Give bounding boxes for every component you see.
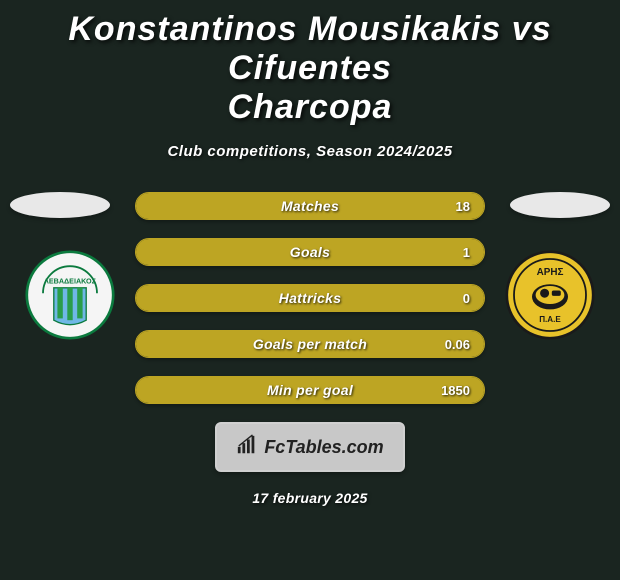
stat-label: Hattricks	[136, 290, 484, 306]
title-line-1: Konstantinos Mousikakis vs Cifuentes	[68, 10, 551, 87]
stat-row: Goals per match0.06	[135, 330, 485, 358]
chart-icon	[236, 434, 258, 461]
stat-value: 1850	[441, 383, 470, 398]
title-line-2: Charcopa	[228, 88, 393, 126]
stat-row: Hattricks0	[135, 284, 485, 312]
right-team-badge: ΑΡΗΣ Π.Α.Ε	[500, 250, 600, 340]
page-title: Konstantinos Mousikakis vs Cifuentes Cha…	[0, 0, 620, 127]
shield-icon: ΑΡΗΣ Π.Α.Ε	[505, 250, 595, 340]
left-team-badge: ΛΕΒΑΔΕΙΑΚΟΣ	[20, 250, 120, 340]
left-ellipse-shape	[10, 192, 110, 218]
stat-value: 1	[463, 245, 470, 260]
svg-text:Π.Α.Ε: Π.Α.Ε	[539, 315, 561, 324]
brand-text: FcTables.com	[264, 437, 383, 458]
stat-label: Min per goal	[136, 382, 484, 398]
shield-icon: ΛΕΒΑΔΕΙΑΚΟΣ	[25, 250, 115, 340]
svg-text:ΑΡΗΣ: ΑΡΗΣ	[537, 267, 564, 278]
stat-value: 0	[463, 291, 470, 306]
stat-value: 0.06	[445, 337, 470, 352]
stat-label: Goals per match	[136, 336, 484, 352]
svg-text:ΛΕΒΑΔΕΙΑΚΟΣ: ΛΕΒΑΔΕΙΑΚΟΣ	[44, 277, 97, 286]
stat-label: Goals	[136, 244, 484, 260]
stat-row: Matches18	[135, 192, 485, 220]
stats-list: Matches18 Goals1 Hattricks0 Goals per match…	[135, 192, 485, 404]
stats-card: Konstantinos Mousikakis vs Cifuentes Cha…	[0, 0, 620, 506]
stat-value: 18	[456, 199, 470, 214]
stat-label: Matches	[136, 198, 484, 214]
main-area: ΛΕΒΑΔΕΙΑΚΟΣ ΑΡΗΣ Π.Α.Ε Matches18Goals1Ha	[0, 192, 620, 404]
date-text: 17 february 2025	[0, 490, 620, 506]
right-ellipse-shape	[510, 192, 610, 218]
stat-row: Min per goal1850	[135, 376, 485, 404]
stat-row: Goals1	[135, 238, 485, 266]
brand-footer[interactable]: FcTables.com	[215, 422, 405, 472]
subtitle: Club competitions, Season 2024/2025	[0, 143, 620, 160]
